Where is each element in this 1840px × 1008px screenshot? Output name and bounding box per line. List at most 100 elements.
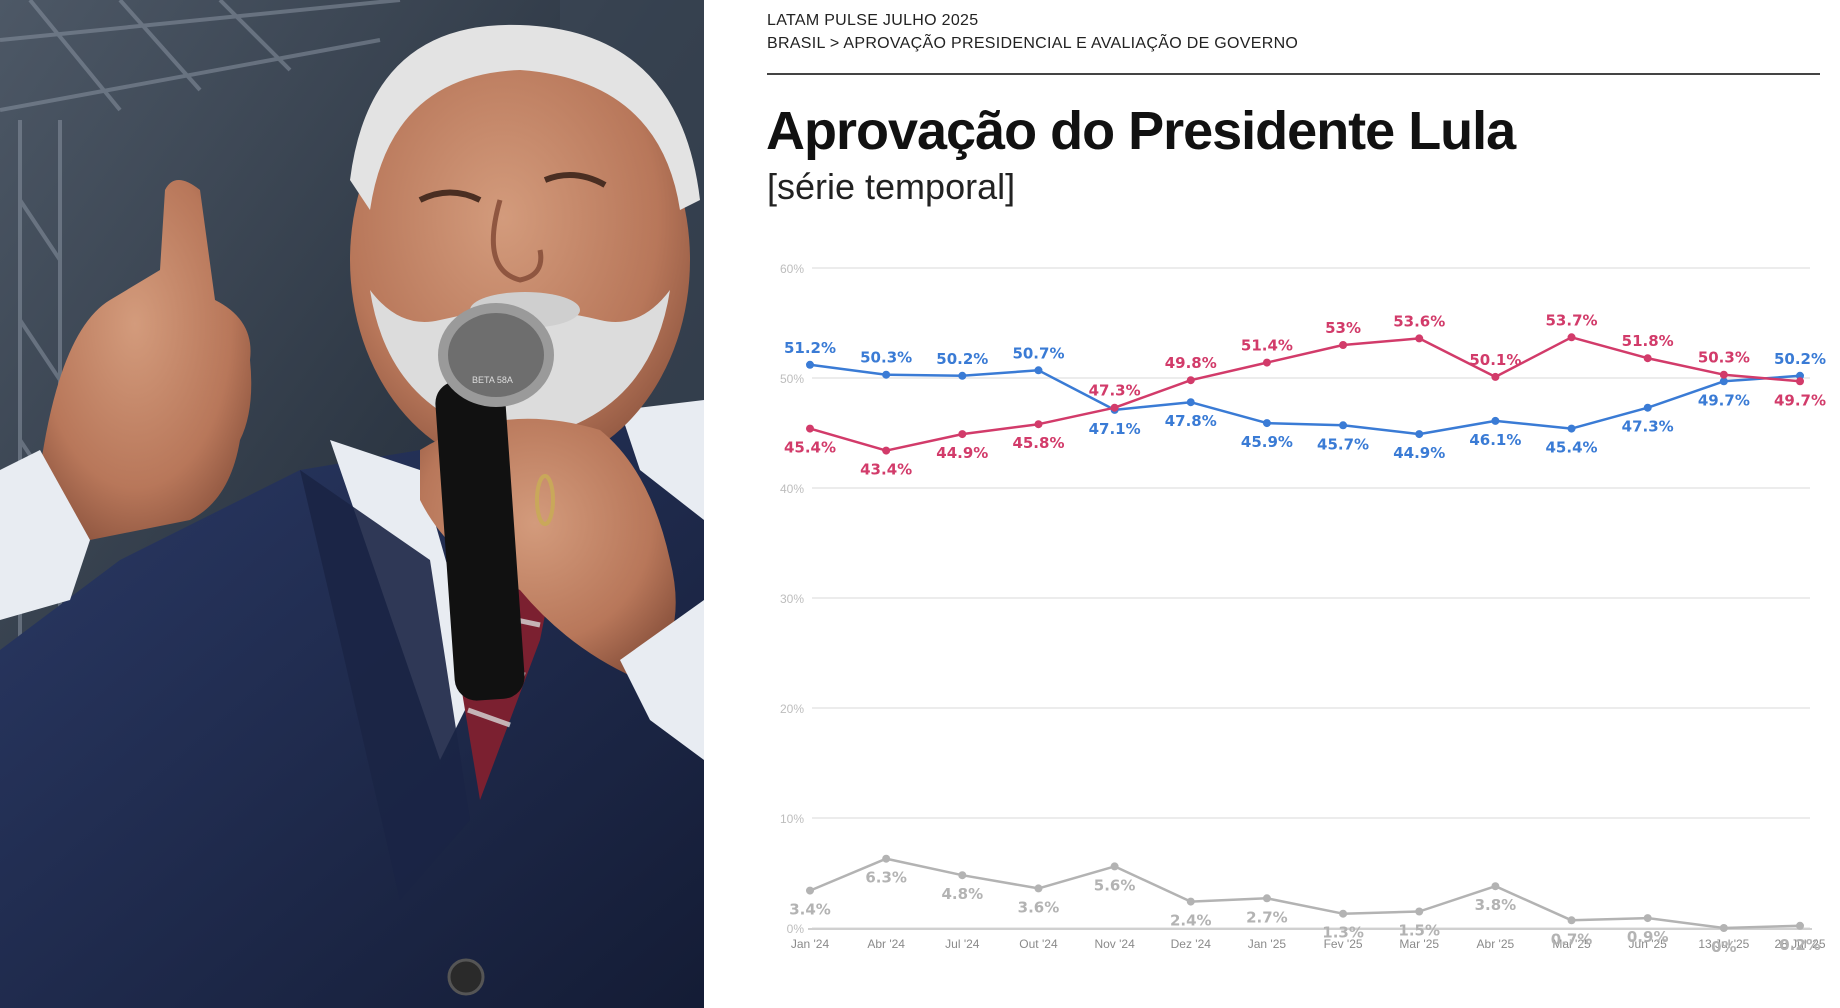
- unknown-data-label: 0.7%: [1551, 930, 1593, 948]
- x-tick-label: Nov '24: [1094, 937, 1135, 951]
- unknown-point: [1110, 862, 1119, 871]
- disapprove-data-label: 53.6%: [1393, 312, 1445, 330]
- unknown-data-label: 4.8%: [942, 885, 984, 903]
- approve-point: [806, 360, 814, 369]
- approve-point: [1643, 403, 1652, 412]
- approve-data-label: 50.2%: [1774, 350, 1826, 368]
- approve-point: [1034, 366, 1043, 375]
- approve-point: [1491, 416, 1500, 425]
- disapprove-data-label: 45.8%: [1012, 434, 1064, 452]
- disapprove-point: [1567, 333, 1576, 342]
- unknown-point: [1186, 897, 1195, 906]
- approve-point: [1262, 419, 1271, 428]
- unknown-data-label: 0.9%: [1627, 928, 1669, 946]
- disapprove-data-label: 43.4%: [860, 461, 912, 479]
- x-tick-label: Fev '25: [1324, 937, 1363, 951]
- x-tick-label: Mar '25: [1399, 937, 1439, 951]
- mic-brand-label: BETA 58A: [472, 375, 513, 385]
- approve-point: [1186, 398, 1195, 407]
- approve-point: [882, 370, 891, 379]
- approval-line-chart: 0% 10% 20% 30% 40% 50% 60% Jan '24 Abr '24 Jul '2…: [780, 262, 1826, 956]
- unknown-point: [1567, 916, 1576, 925]
- unknown-point: [1491, 882, 1500, 891]
- disapprove-data-label: 47.3%: [1089, 382, 1141, 400]
- disapprove-point: [1186, 376, 1195, 385]
- approve-data-label: 45.4%: [1546, 439, 1598, 457]
- disapprove-data-label: 45.4%: [784, 439, 836, 457]
- x-tick-label: Abr '25: [1477, 937, 1515, 951]
- approve-point: [1567, 424, 1576, 433]
- unknown-point: [1796, 921, 1804, 930]
- disapprove-point: [958, 430, 967, 439]
- y-tick-label: 40%: [780, 482, 804, 496]
- disapprove-data-label: 50.1%: [1469, 351, 1521, 369]
- approve-data-label: 45.9%: [1241, 433, 1293, 451]
- unknown-series-line: [809, 857, 1801, 930]
- disapprove-data-label: 51.4%: [1241, 337, 1293, 355]
- unknown-point: [882, 854, 891, 863]
- unknown-point: [1719, 924, 1728, 932]
- unknown-data-label: 3.8%: [1475, 896, 1517, 914]
- disapprove-data-label: 44.9%: [936, 444, 988, 462]
- unknown-data-label: 5.6%: [1094, 876, 1136, 894]
- header-divider: [767, 73, 1820, 75]
- approve-point: [958, 371, 967, 380]
- x-tick-label: Jun '25: [1629, 937, 1668, 951]
- disapprove-point: [1034, 420, 1043, 429]
- disapprove-data-label: 49.8%: [1165, 354, 1217, 372]
- x-tick-label: 28 Jul '25: [1775, 937, 1826, 951]
- unknown-data-label: 0%: [1711, 938, 1736, 956]
- disapprove-point: [1796, 377, 1804, 386]
- disapprove-point: [1110, 403, 1119, 412]
- unknown-data-label: 2.4%: [1170, 912, 1212, 930]
- x-tick-label: Jul '24: [945, 937, 980, 951]
- disapprove-data-label: 51.8%: [1622, 332, 1674, 350]
- x-tick-label: 13 Jul '25: [1698, 937, 1749, 951]
- disapprove-point: [1415, 334, 1424, 343]
- chart-title: Aprovação do Presidente Lula: [766, 101, 1516, 161]
- approve-data-label: 45.7%: [1317, 435, 1369, 453]
- unknown-point: [1034, 884, 1043, 893]
- unknown-point: [1339, 909, 1348, 918]
- unknown-data-label: 2.7%: [1246, 908, 1288, 926]
- approve-data-label: 47.3%: [1622, 418, 1674, 436]
- unknown-point: [1643, 914, 1652, 923]
- disapprove-point: [882, 446, 891, 455]
- chart-panel: LATAM PULSE JULHO 2025 BRASIL > APROVAÇÃ…: [704, 0, 1840, 1008]
- approve-data-label: 50.3%: [860, 349, 912, 367]
- y-tick-label: 0%: [787, 922, 805, 936]
- approve-point: [1415, 430, 1424, 439]
- unknown-data-label: 6.3%: [865, 869, 907, 887]
- approve-data-label: 46.1%: [1469, 431, 1521, 449]
- disapprove-point: [1719, 370, 1728, 379]
- unknown-point: [1262, 894, 1271, 903]
- unknown-data-label: 0.2%: [1779, 936, 1821, 954]
- approve-data-label: 47.1%: [1089, 420, 1141, 438]
- report-breadcrumb: BRASIL > APROVAÇÃO PRESIDENCIAL E AVALIA…: [767, 35, 1299, 52]
- approve-data-label: 49.7%: [1698, 391, 1750, 409]
- unknown-point: [806, 886, 814, 895]
- unknown-point: [1415, 907, 1424, 916]
- approve-series-line: [809, 363, 1801, 436]
- approve-data-label: 51.2%: [784, 339, 836, 357]
- disapprove-point: [1262, 358, 1271, 367]
- report-kicker: LATAM PULSE JULHO 2025: [767, 12, 979, 29]
- x-tick-label: Dez '24: [1171, 937, 1212, 951]
- unknown-data-label: 3.6%: [1018, 898, 1060, 916]
- x-tick-label: Mai '25: [1552, 937, 1591, 951]
- x-tick-label: Jan '24: [791, 937, 830, 951]
- y-tick-label: 50%: [780, 372, 804, 386]
- x-tick-label: Abr '24: [867, 937, 905, 951]
- disapprove-point: [1643, 354, 1652, 363]
- chart-subtitle: [série temporal]: [767, 166, 1016, 207]
- approve-data-label: 50.2%: [936, 350, 988, 368]
- disapprove-point: [1339, 341, 1348, 349]
- approve-data-label: 50.7%: [1012, 344, 1064, 362]
- disapprove-data-label: 53%: [1325, 319, 1361, 337]
- approve-point: [1339, 421, 1348, 430]
- disapprove-point: [806, 424, 814, 433]
- disapprove-point: [1491, 372, 1500, 381]
- unknown-point: [958, 871, 967, 880]
- disapprove-series-line: [809, 336, 1801, 452]
- y-tick-label: 10%: [780, 812, 804, 826]
